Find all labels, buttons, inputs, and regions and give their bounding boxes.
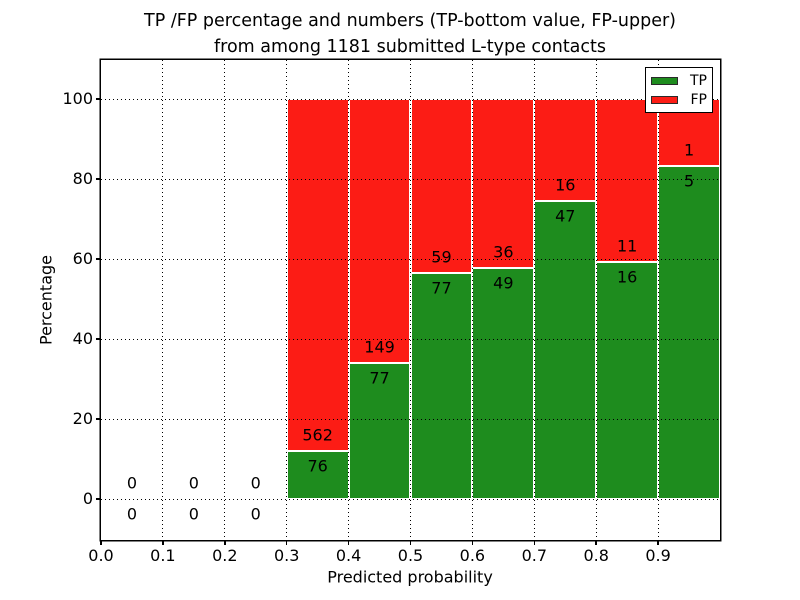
bar-count-tp: 47 [555,206,576,226]
bar-count-tp: 0 [188,504,199,524]
x-tick-label: 0.2 [212,546,238,565]
bar-count-tp: 0 [250,504,261,524]
gridline-horizontal [101,98,720,100]
x-tick-mark [657,540,659,545]
y-tick-label: 40 [72,329,93,348]
y-tick-mark [96,258,101,260]
gridline-vertical [348,60,350,540]
y-tick-mark [96,98,101,100]
legend-label-tp: TP [690,72,707,89]
bar-segment-fp [596,99,659,262]
x-tick-label: 0.6 [459,546,486,565]
gridline-horizontal [101,418,720,420]
legend-label-fp: FP [690,91,708,108]
bar-count-fp: 562 [302,425,333,445]
fp-color-swatch [651,95,678,104]
gridline-vertical [286,60,288,540]
bar-count-fp: 1 [683,140,695,160]
gridline-vertical [533,60,535,540]
bar-count-fp: 16 [555,175,576,195]
bar-count-fp: 36 [493,242,514,262]
y-tick-mark [96,338,101,340]
gridline-horizontal [101,338,720,340]
gridline-vertical [595,60,597,540]
gridline-horizontal [101,498,720,500]
tp-color-swatch [651,76,678,85]
bar-count-tp: 77 [431,278,452,298]
x-tick-label: 0.4 [335,546,362,565]
bar-count-tp: 49 [493,273,514,293]
gridline-vertical [410,60,411,540]
legend-entry-tp: TP [651,73,707,89]
bar-segment-tp [472,268,535,499]
bar-count-fp: 0 [126,473,138,493]
y-tick-label: 100 [62,89,93,108]
x-tick-mark [162,540,164,545]
x-tick-mark [471,540,474,545]
legend: TP FP [645,67,713,113]
bar-count-tp: 76 [307,456,328,476]
bar-segment-tp [658,165,720,499]
x-tick-label: 0.0 [88,546,114,565]
gridline-vertical [224,60,226,540]
x-tick-mark [224,540,226,545]
bar-count-tp: 0 [126,504,138,524]
x-tick-mark [347,540,350,545]
bar-count-fp: 0 [188,473,199,493]
bar-segment-tp [410,272,473,499]
x-tick-label: 0.9 [645,546,671,565]
bar-segment-tp [348,362,411,499]
x-tick-mark [100,540,102,545]
y-tick-mark [96,498,101,500]
gridline-horizontal [101,258,720,260]
legend-entry-fp: FP [651,92,707,108]
y-tick-label: 60 [72,249,93,268]
bar-count-tp: 16 [616,267,638,287]
bar-count-fp: 149 [364,337,395,357]
bar-count-fp: 11 [616,236,638,256]
y-tick-mark [96,178,101,180]
x-tick-label: 0.5 [397,546,424,565]
bar-count-fp: 59 [431,247,452,267]
bar-count-tp: 77 [369,368,390,388]
x-tick-mark [409,540,412,545]
bar-segment-fp [472,99,535,269]
gridline-horizontal [101,178,720,180]
x-tick-label: 0.1 [150,546,176,565]
x-tick-label: 0.8 [583,546,609,565]
y-tick-mark [96,418,101,420]
x-tick-label: 0.7 [521,546,548,565]
y-tick-label: 80 [72,169,93,188]
x-tick-mark [285,540,288,545]
bar-count-fp: 0 [250,473,261,493]
gridline-vertical [162,60,164,540]
chart-title: TP /FP percentage and numbers (TP-bottom… [144,8,676,60]
bar-segment-tp [286,451,349,499]
y-tick-label: 20 [72,409,93,428]
x-axis-label: Predicted probability [327,567,493,587]
bar-segment-tp [534,200,597,499]
x-tick-mark [595,540,597,545]
gridline-vertical [471,60,473,540]
gridline-vertical [657,60,659,540]
x-tick-label: 0.3 [273,546,300,565]
bar-count-tp: 5 [683,171,695,191]
y-tick-label: 0 [82,489,93,508]
bar-segment-fp [286,99,349,452]
chart-title-line2: from among 1181 submitted L-type contact… [213,37,607,57]
chart-title-line1: TP /FP percentage and numbers (TP-bottom… [144,11,676,31]
x-tick-mark [533,540,536,545]
bar-segment-tp [596,261,659,499]
bar-segment-fp [348,99,411,363]
